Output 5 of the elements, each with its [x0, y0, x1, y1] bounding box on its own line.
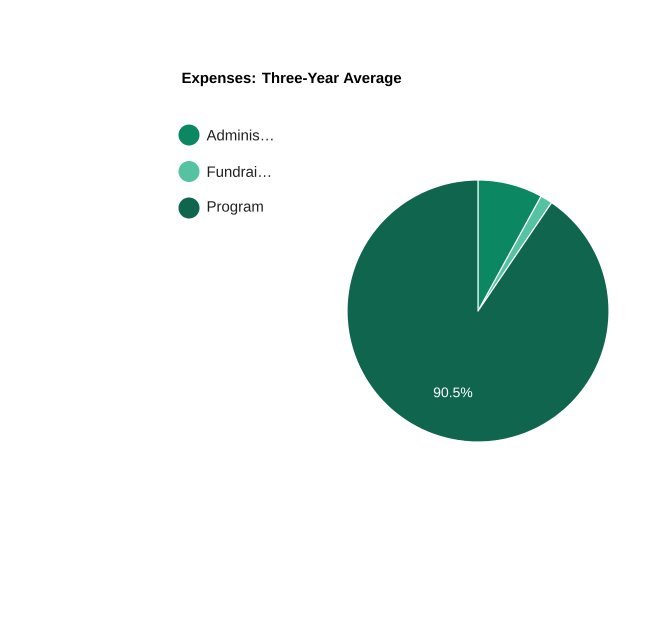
legend-label: Adminis… — [206, 129, 273, 140]
legend-label: Program — [208, 201, 263, 215]
legend-label: Fundrai… — [208, 166, 270, 177]
chart-title: Expenses: Three-Year Average — [182, 72, 402, 86]
data-label: 90.5% — [434, 387, 472, 398]
